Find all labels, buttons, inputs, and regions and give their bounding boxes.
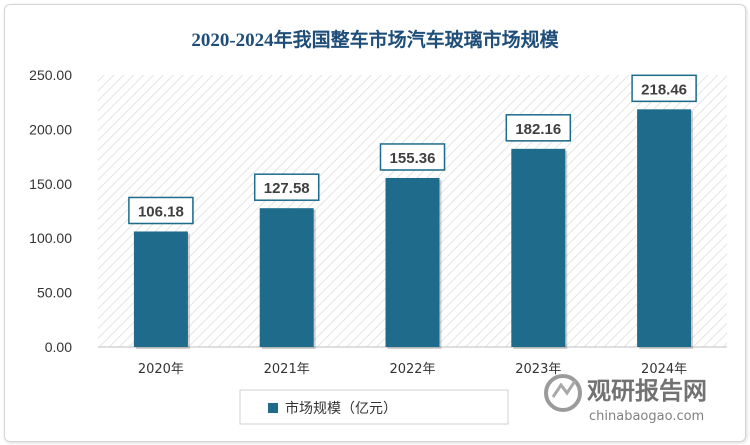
bar	[511, 148, 566, 347]
y-tick-label: 250.00	[29, 67, 72, 83]
data-label: 106.18	[138, 203, 184, 220]
chart-title: 2020-2024年我国整车市场汽车玻璃市场规模	[191, 28, 559, 51]
data-label-box	[253, 173, 320, 201]
data-label-box	[505, 114, 572, 142]
legend-box	[239, 389, 509, 425]
legend-label: 市场规模（亿元）	[285, 400, 397, 417]
bar	[259, 208, 314, 347]
watermark-url: chinabaogao.com	[589, 409, 704, 424]
x-tick-label: 2023年	[515, 362, 561, 377]
data-label: 218.46	[641, 81, 687, 98]
data-label: 182.16	[515, 121, 561, 138]
watermark-logo-text: 观研报告网	[587, 377, 707, 405]
x-tick-label: 2020年	[138, 362, 184, 377]
y-axis: 0.00 50.00 100.00 150.00 200.00 250.00	[29, 67, 72, 355]
data-label-box	[631, 74, 697, 103]
y-tick-label: 50.00	[37, 285, 72, 301]
y-tick-label: 0.00	[45, 339, 72, 355]
logo-arrow	[551, 380, 577, 398]
y-tick-label: 100.00	[29, 230, 72, 246]
logo-ring	[544, 374, 582, 412]
data-label-box	[379, 143, 446, 171]
watermark-logo: 观研报告网 chinabaogao.com	[544, 374, 707, 424]
x-axis: 2020年 2021年 2022年 2023年 2024年	[138, 362, 687, 377]
bars	[133, 109, 694, 349]
y-tick-label: 200.00	[29, 121, 72, 137]
bar	[637, 109, 692, 347]
data-label: 155.36	[390, 150, 436, 167]
legend-swatch	[268, 403, 278, 413]
data-label: 127.58	[264, 180, 310, 197]
bar	[385, 177, 440, 347]
chart-frame: 2020-2024年我国整车市场汽车玻璃市场规模 0.00 50.00 100.00…	[4, 4, 746, 442]
legend: 市场规模（亿元）	[239, 389, 509, 425]
x-tick-label: 2021年	[264, 362, 310, 377]
x-tick-label: 2022年	[389, 362, 435, 377]
y-tick-label: 150.00	[29, 176, 72, 192]
data-label-box	[128, 196, 194, 225]
bar	[133, 231, 188, 347]
x-tick-label: 2024年	[641, 362, 687, 377]
bar-chart: 2020-2024年我国整车市场汽车玻璃市场规模 0.00 50.00 100.00…	[29, 28, 727, 425]
data-labels: 106.18 127.58 155.36 182.16 218.46	[128, 74, 698, 225]
